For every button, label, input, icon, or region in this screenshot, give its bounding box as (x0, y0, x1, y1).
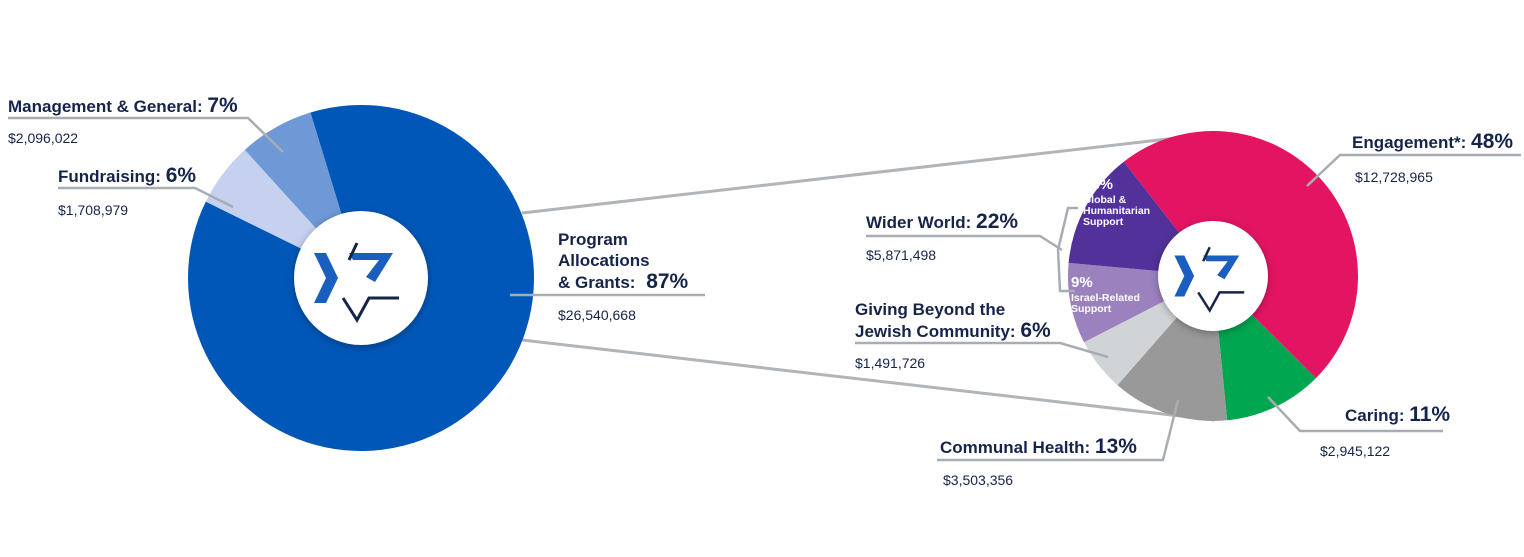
label-caring: Caring: 11% (1345, 403, 1450, 426)
inner-pct-israel: 9% (1071, 274, 1093, 291)
label-program-line3: & Grants: 87% (558, 270, 689, 293)
inner-label-global-1: Global & (1083, 194, 1127, 206)
inner-label-israel-2: Support (1071, 303, 1112, 315)
leader-lines (8, 116, 1521, 462)
leader-en (1306, 153, 1521, 187)
amount-fundraising: $1,708,979 (58, 202, 128, 218)
label-giving-line1: Giving Beyond the (855, 300, 1005, 319)
center-hole (294, 211, 428, 345)
bracket-wider-world (1056, 206, 1078, 293)
inner-label-global-3: Support (1083, 216, 1124, 228)
zoom-connector-lines (521, 135, 1216, 422)
leader-gb (855, 341, 1109, 359)
label-program-line1: Program (558, 230, 628, 249)
amount-wider-world: $5,871,498 (866, 247, 936, 263)
label-engagement: Engagement*: 48% (1352, 130, 1513, 153)
connector-bottom (521, 338, 1216, 422)
label-program-line2: Allocations (558, 251, 650, 270)
expenses-pie (187, 105, 534, 452)
amount-program: $26,540,668 (558, 307, 636, 323)
inner-label-israel-1: Israel-Related (1071, 292, 1140, 304)
inner-label-global-2: Humanitarian (1083, 205, 1150, 217)
label-fundraising: Fundraising: 6% (58, 164, 196, 187)
label-communal-health: Communal Health: 13% (940, 435, 1137, 458)
amount-communal-health: $3,503,356 (943, 472, 1013, 488)
leader-fr (58, 186, 234, 209)
amount-management-general: $2,096,022 (8, 130, 78, 146)
center-hole (1158, 221, 1268, 331)
program-pie (1068, 130, 1359, 422)
amount-engagement: $12,728,965 (1355, 169, 1433, 185)
leader-mg (8, 116, 284, 153)
inner-pct-global: 13% (1083, 176, 1113, 193)
leader-ww (866, 234, 1063, 252)
label-wider-world: Wider World: 22% (866, 210, 1018, 233)
amount-giving: $1,491,726 (855, 355, 925, 371)
connector-top (521, 135, 1186, 215)
label-management-general: Management & General: 7% (8, 94, 238, 117)
label-giving-line2: Jewish Community: 6% (855, 319, 1051, 342)
federation-logo-icon (314, 242, 399, 323)
amount-caring: $2,945,122 (1320, 443, 1390, 459)
leader-ca (1267, 396, 1443, 433)
leader-ch (937, 399, 1180, 462)
